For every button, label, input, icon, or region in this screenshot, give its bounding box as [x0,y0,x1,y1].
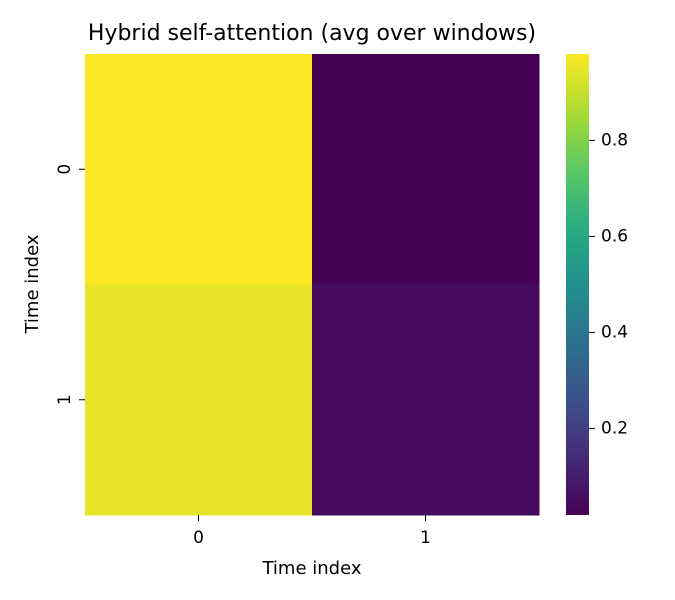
colorbar-tick-label: 0.8 [601,130,628,150]
colorbar-tick-label: 0.2 [601,419,628,439]
chart-title: Hybrid self-attention (avg over windows) [88,21,536,46]
y-axis-label: Time index [22,234,43,334]
y-axis-ticks: 01 [55,164,85,405]
heatmap-cell [312,54,540,285]
colorbar [566,54,589,515]
heatmap-cell [312,284,540,516]
x-axis-label: Time index [261,558,361,579]
x-tick-label: 0 [193,528,204,548]
y-tick-label: 1 [55,394,75,405]
heatmap-cell [85,54,313,285]
colorbar-tick-label: 0.6 [601,226,628,246]
colorbar-ticks: 0.2 0.4 0.6 0.8 [589,130,628,439]
x-tick-label: 1 [420,528,431,548]
colorbar-tick-label: 0.4 [601,323,628,343]
heatmap-cell [85,284,313,516]
heatmap-cells [85,54,540,516]
y-tick-label: 0 [55,164,75,175]
